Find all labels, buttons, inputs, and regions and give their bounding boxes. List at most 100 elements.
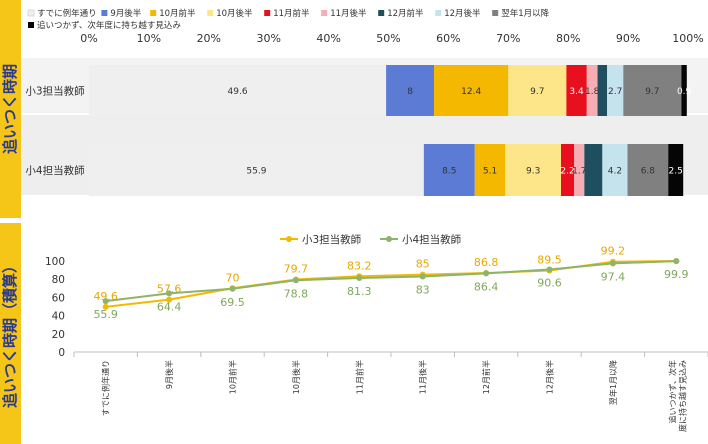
data-point bbox=[483, 270, 490, 277]
data-label: 9.3 bbox=[526, 167, 540, 177]
bar-segment bbox=[623, 65, 682, 116]
legend-label: すでに例年通り bbox=[37, 8, 97, 19]
data-label: 49.6 bbox=[228, 87, 248, 97]
bar-segment bbox=[89, 144, 424, 196]
y-tick-label: 100 bbox=[45, 256, 65, 268]
y-tick-label: 20 bbox=[52, 329, 65, 341]
side-label-top: 追いつく時期 bbox=[1, 64, 19, 154]
bar-segment bbox=[434, 65, 509, 116]
x-category-label: 11月前半 bbox=[354, 360, 364, 394]
legend-label: 翌年1月以降 bbox=[501, 8, 549, 19]
bar-segment bbox=[566, 65, 587, 116]
bar-segment bbox=[386, 65, 435, 116]
data-point bbox=[166, 290, 173, 297]
data-point bbox=[546, 266, 553, 273]
bar-segment bbox=[627, 144, 669, 196]
data-label: 12.4 bbox=[461, 87, 481, 97]
x-category-label: 12月後半 bbox=[545, 360, 555, 394]
legend-swatch bbox=[207, 10, 214, 16]
data-label: 55.9 bbox=[93, 308, 118, 321]
legend-label: 11月前半 bbox=[273, 8, 310, 19]
side-label-bottom: 追いつく時期（積算） bbox=[1, 258, 19, 408]
bar-segment bbox=[474, 144, 506, 196]
data-label: 8.5 bbox=[442, 167, 456, 177]
legend-swatch bbox=[28, 22, 34, 28]
x-category-label-cont: 度に持ち越す見込み bbox=[677, 360, 687, 432]
data-label: 90.6 bbox=[537, 277, 562, 290]
legend-label: 小3担当教師 bbox=[302, 233, 362, 246]
bar-segment bbox=[602, 144, 628, 196]
bar-segment bbox=[508, 65, 567, 116]
legend-label: 10月前半 bbox=[159, 8, 196, 19]
data-point bbox=[673, 258, 680, 265]
legend-label: 12月後半 bbox=[444, 8, 481, 19]
x-tick-label: 10% bbox=[137, 32, 161, 45]
bar-segment bbox=[584, 144, 603, 196]
legend-swatch bbox=[321, 10, 328, 16]
data-label: 85 bbox=[416, 258, 430, 271]
x-category-label: 9月後半 bbox=[164, 360, 174, 389]
side-bar-bottom bbox=[0, 223, 21, 444]
x-tick-label: 30% bbox=[256, 32, 280, 45]
data-label: 9.7 bbox=[530, 87, 544, 97]
legend-label: 小4担当教師 bbox=[402, 233, 462, 246]
x-category-label: 10月後半 bbox=[291, 360, 301, 394]
data-label: 6.8 bbox=[641, 167, 656, 177]
legend-swatch bbox=[378, 10, 385, 16]
x-tick-label: 90% bbox=[616, 32, 640, 45]
legend-marker bbox=[286, 236, 292, 242]
bar-segment bbox=[423, 144, 475, 196]
cumulative-line-chart: 小3担当教師 小4担当教師 0 20 40 60 80 100 すでに例年通り 9月後半 10月前半… bbox=[45, 233, 708, 432]
legend-swatch bbox=[492, 10, 499, 16]
data-label: 64.4 bbox=[157, 300, 182, 313]
data-label: 2.2 bbox=[560, 167, 574, 177]
x-category-label: 10月前半 bbox=[228, 360, 238, 394]
data-label: 70 bbox=[226, 271, 240, 284]
data-point bbox=[102, 298, 109, 305]
stacked-bar-chart: すでに例年通り 9月後半 10月前半 10月後半 11月前半 11月後半 12月前半 12月後… bbox=[21, 8, 708, 196]
data-label: 81.3 bbox=[347, 285, 372, 298]
bar-segment bbox=[586, 65, 598, 116]
x-category-label: すでに例年通り bbox=[101, 360, 111, 416]
data-label: 78.8 bbox=[284, 287, 309, 300]
y-tick-label: 0 bbox=[58, 347, 65, 359]
y-tick-label: 60 bbox=[52, 292, 65, 304]
data-label: 1.7 bbox=[572, 167, 586, 177]
side-bar-top bbox=[0, 0, 21, 218]
legend-label: 10月後半 bbox=[216, 8, 253, 19]
x-tick-label: 100% bbox=[672, 32, 703, 45]
x-tick-label: 80% bbox=[556, 32, 580, 45]
data-label: 9.7 bbox=[645, 87, 659, 97]
data-point bbox=[229, 285, 236, 292]
legend-swatch bbox=[101, 10, 108, 16]
data-point bbox=[292, 277, 299, 284]
data-label: 83 bbox=[416, 283, 430, 296]
y-tick-label: 80 bbox=[52, 274, 65, 286]
legend-swatch bbox=[264, 10, 271, 16]
data-point bbox=[166, 296, 173, 303]
data-label: 89.5 bbox=[537, 254, 562, 267]
data-label: 1.8 bbox=[585, 87, 600, 97]
data-label: 69.5 bbox=[220, 296, 245, 309]
data-label: 3.4 bbox=[569, 87, 584, 97]
x-tick-label: 20% bbox=[197, 32, 221, 45]
data-label: 86.4 bbox=[474, 280, 499, 293]
x-tick-label: 60% bbox=[436, 32, 460, 45]
data-label: 0.9 bbox=[677, 87, 692, 97]
x-category-label: 11月後半 bbox=[418, 360, 428, 394]
x-tick-label: 0% bbox=[80, 32, 97, 45]
data-label: 55.9 bbox=[246, 167, 266, 177]
y-tick-label: 40 bbox=[52, 311, 65, 323]
data-point bbox=[356, 275, 363, 282]
x-tick-label: 50% bbox=[376, 32, 400, 45]
category-label: 小4担当教師 bbox=[25, 164, 85, 177]
data-label: 2.7 bbox=[608, 87, 622, 97]
bar-segment bbox=[505, 144, 562, 196]
data-label: 86.8 bbox=[474, 256, 499, 269]
data-label: 99.2 bbox=[601, 245, 626, 258]
series-line bbox=[105, 260, 677, 303]
bar-segment bbox=[597, 65, 608, 116]
legend-label: 11月後半 bbox=[330, 8, 367, 19]
bar-segment bbox=[681, 65, 687, 116]
data-label: 97.4 bbox=[601, 270, 626, 283]
